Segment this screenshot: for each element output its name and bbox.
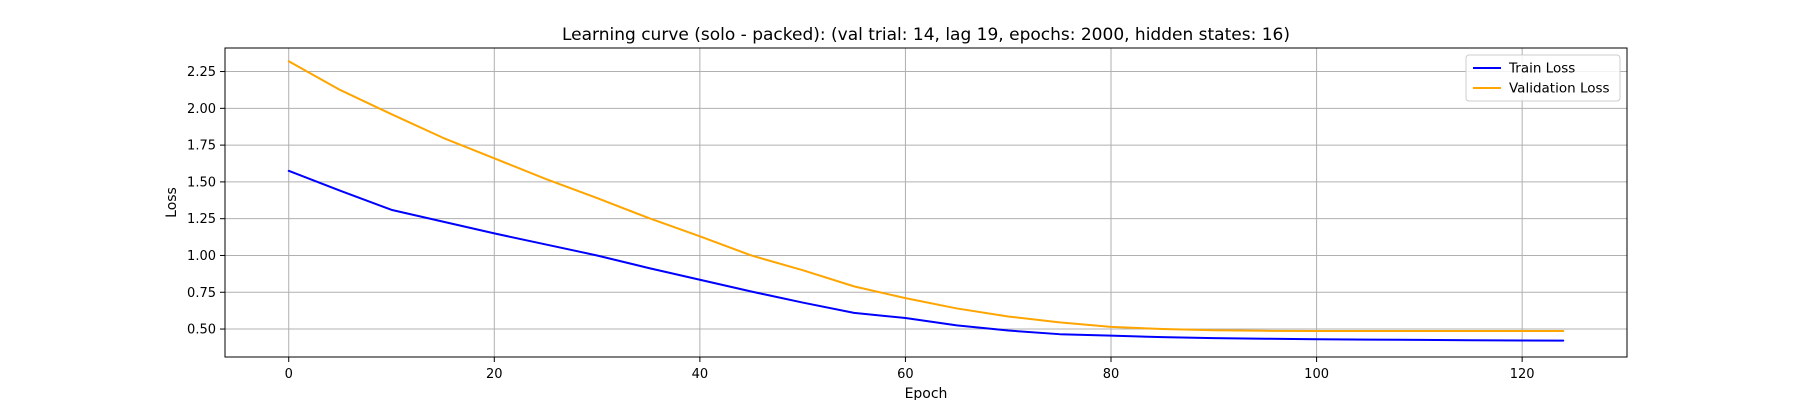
y-tick-label: 2.00: [187, 102, 216, 117]
y-tick-label: 1.00: [187, 249, 216, 264]
y-tick-label: 2.25: [187, 65, 216, 80]
x-tick-label: 60: [897, 367, 914, 382]
plot-area: [287, 60, 1565, 342]
y-tick-label: 1.25: [187, 212, 216, 227]
y-tick-label: 1.50: [187, 175, 216, 190]
y-tick-label: 0.75: [187, 286, 216, 301]
y-axis-label: Loss: [164, 187, 180, 218]
plot-frame: [224, 47, 1628, 358]
axis-ticks: 0 20 40 60 80 100 120 0.50 0.75 1.00 1.25 1.50 1.75 2…: [187, 65, 1535, 382]
legend-label-validation-loss: Validation Loss: [1509, 81, 1610, 97]
x-tick-label: 80: [1103, 367, 1120, 382]
legend-box: [1465, 54, 1621, 102]
train-loss-line: [287, 169, 1565, 342]
x-axis-label: Epoch: [905, 386, 948, 400]
chart-title: Learning curve (solo - packed): (val tri…: [562, 25, 1290, 45]
legend: Train Loss Validation Loss: [1465, 54, 1621, 102]
x-tick-label: 20: [486, 367, 503, 382]
y-tick-label: 0.50: [187, 323, 216, 338]
validation-loss-line: [287, 60, 1565, 332]
legend-label-train-loss: Train Loss: [1508, 61, 1575, 77]
x-tick-label: 40: [692, 367, 709, 382]
y-tick-label: 1.75: [187, 139, 216, 154]
gridlines: [225, 48, 1627, 357]
x-tick-label: 100: [1304, 367, 1329, 382]
x-tick-label: 0: [285, 367, 293, 382]
x-tick-label: 120: [1510, 367, 1535, 382]
